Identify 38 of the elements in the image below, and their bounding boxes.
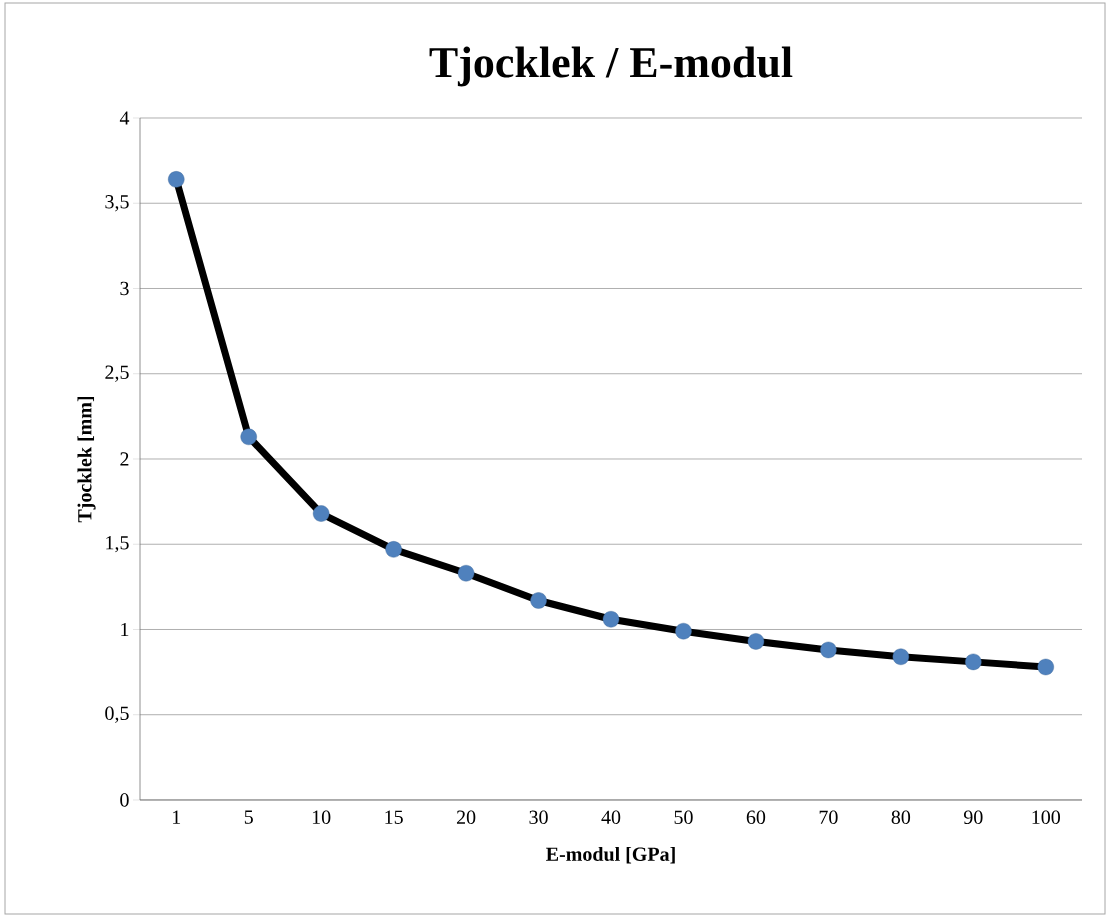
- x-tick-label: 60: [746, 810, 766, 825]
- point: [965, 653, 982, 671]
- x-tick-label: 70: [819, 810, 838, 825]
- y-tick-label: 0,5: [105, 706, 129, 723]
- chart-title: Tjocklek / E-modul: [429, 46, 793, 87]
- point: [820, 641, 837, 659]
- point: [675, 622, 692, 640]
- point: [385, 541, 402, 558]
- x-tick-label: 50: [674, 810, 693, 825]
- point: [892, 648, 910, 665]
- y-tick-label: 1: [121, 622, 129, 637]
- point: [530, 592, 547, 609]
- x-tick-label: 40: [601, 810, 621, 825]
- y-tick-label: 1,5: [106, 536, 129, 553]
- point: [747, 633, 765, 650]
- x-axis-title: E-modul [GPa]: [546, 846, 675, 864]
- y-tick-label: 3,5: [105, 195, 129, 212]
- x-tick-label: 90: [963, 810, 983, 825]
- y-axis-title: Tjocklek [mm]: [77, 396, 96, 523]
- point: [240, 428, 257, 446]
- point: [312, 505, 330, 522]
- point: [457, 565, 475, 582]
- y-tick-label: 2: [120, 452, 129, 466]
- x-tick-label: 1: [172, 810, 181, 824]
- x-tick-label: 20: [456, 810, 476, 825]
- x-tick-label: 5: [244, 810, 253, 824]
- y-tick-label: 0: [120, 793, 129, 807]
- x-tick-label: 30: [529, 810, 548, 825]
- y-tick-label: 4: [119, 111, 130, 125]
- point: [1037, 658, 1054, 676]
- y-tick-label: 2,5: [105, 365, 129, 382]
- x-tick-label: 100: [1032, 810, 1061, 825]
- point: [168, 171, 185, 188]
- x-tick-label: 15: [385, 810, 403, 824]
- point: [602, 611, 620, 628]
- x-tick-label: 80: [891, 810, 911, 825]
- x-tick-label: 10: [312, 810, 331, 825]
- y-tick-label: 3: [120, 281, 129, 296]
